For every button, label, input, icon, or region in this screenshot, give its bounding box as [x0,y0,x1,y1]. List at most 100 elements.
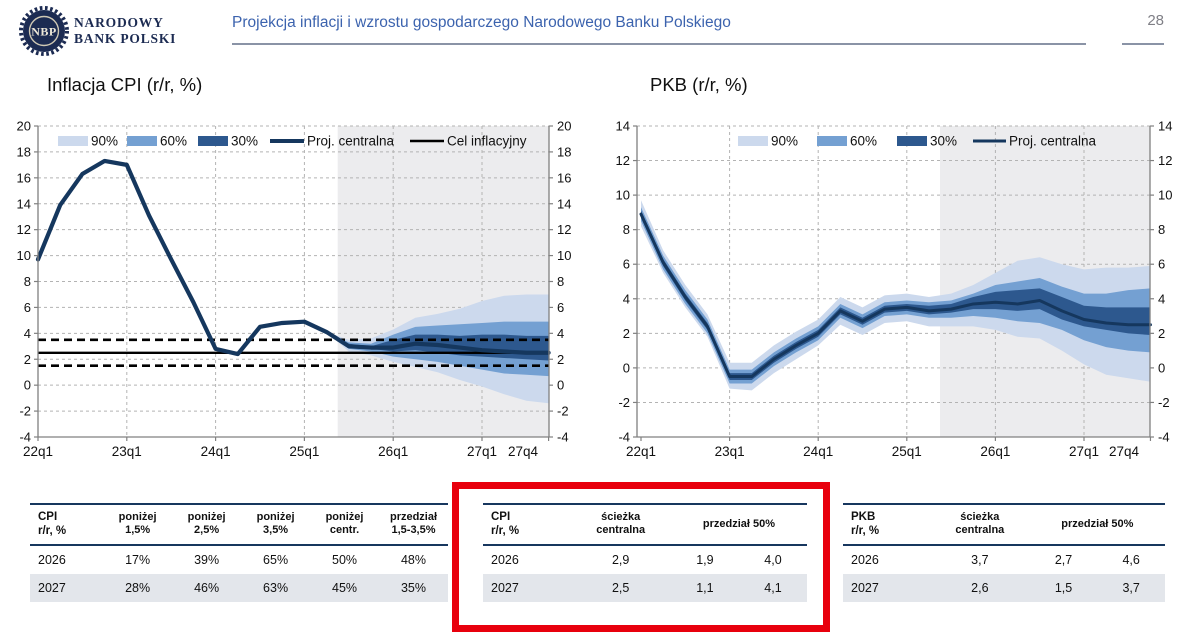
legend-swatch [897,136,927,146]
svg-text:-4: -4 [618,430,630,445]
svg-text:25q1: 25q1 [289,444,319,459]
svg-text:-4: -4 [557,430,569,445]
svg-text:2: 2 [1158,326,1165,341]
row-year: 2026 [38,552,66,567]
svg-text:27q1: 27q1 [467,444,497,459]
table-row: 2027 28% 46% 63% 45% 35% [30,573,448,602]
svg-text:24q1: 24q1 [201,444,231,459]
value-cell: 45% [332,580,358,595]
svg-text:4: 4 [1158,291,1165,306]
svg-text:22q1: 22q1 [23,444,53,459]
highlight-box [452,482,830,632]
legend-label: 90% [771,134,798,149]
inflation-target-lines [38,338,549,368]
svg-text:10: 10 [557,248,571,263]
svg-text:27q4: 27q4 [1109,444,1140,459]
pkb-chart-title: PKB (r/r, %) [650,74,748,95]
legend-label: Cel inflacyjny [447,134,527,149]
legend-label: 30% [930,134,957,149]
svg-text:8: 8 [1158,222,1165,237]
cpi-fan-chart: -4 -4 -2 -2 0 0 2 2 4 4 6 6 8 8 10 10 12 12 14 14 16 16 18 18 20… [17,119,572,460]
svg-text:0: 0 [1158,360,1165,375]
svg-text:27q1: 27q1 [1069,444,1099,459]
svg-text:-2: -2 [1158,395,1170,410]
value-cell: 39% [194,552,220,567]
legend-swatch [127,136,157,146]
value-cell: 4,6 [1122,552,1140,567]
legend-label: 60% [160,134,187,149]
svg-text:4: 4 [557,326,564,341]
svg-text:18: 18 [17,144,31,159]
svg-text:6: 6 [623,257,630,272]
svg-text:10: 10 [17,248,31,263]
nbp-logo-abbr: NBP [31,25,57,39]
svg-text:20: 20 [557,119,571,134]
column-header: przedział 50% [670,503,807,546]
svg-text:23q1: 23q1 [112,444,142,459]
nbp-logo-emblem: NBP [19,6,69,56]
value-cell: 28% [125,580,151,595]
value-cell: 2,6 [971,580,989,595]
column-header: ścieżka centralna [570,503,671,546]
pkb-fan-chart: -4 -4 -2 -2 0 0 2 2 4 4 6 6 8 8 10 10 12 12 14 14 22q1 23q1 24… [616,119,1173,460]
row-year: 2027 [851,580,879,595]
cpi-chart-title: Inflacja CPI (r/r, %) [47,74,203,95]
value-cell: 1,1 [696,580,714,595]
value-cell: 65% [263,552,289,567]
svg-text:14: 14 [557,196,571,211]
svg-text:14: 14 [616,119,630,134]
row-year: 2027 [491,580,519,595]
table-row: 2027 2,6 1,5 3,7 [843,573,1165,602]
column-header: CPI r/r, % [30,503,104,546]
svg-text:0: 0 [623,360,630,375]
nbp-brand-text: NARODOWY BANK POLSKI [74,15,175,46]
central-projection-line [639,212,1152,379]
legend-swatch [817,136,847,146]
svg-text:6: 6 [557,300,564,315]
svg-text:23q1: 23q1 [715,444,745,459]
value-cell: 50% [332,552,358,567]
svg-text:26q1: 26q1 [378,444,408,459]
legend-label: 90% [91,134,118,149]
value-cell: 48% [400,552,427,567]
legend-label: Proj. centralna [1009,134,1097,149]
svg-text:12: 12 [1158,153,1172,168]
row-year: 2027 [38,580,66,595]
svg-text:0: 0 [557,378,564,393]
legend: 90% 60% 30% Proj. centralna [738,134,1097,149]
legend-swatch [198,136,228,146]
value-cell: 1,5 [1054,580,1073,595]
svg-text:8: 8 [623,222,630,237]
legend-swatch [738,136,768,146]
svg-text:-4: -4 [1158,430,1170,445]
x-axis-labels: 22q1 23q1 24q1 25q1 26q1 27q1 27q4 [626,444,1140,459]
value-cell: 17% [125,552,151,567]
value-cell: 4,1 [764,580,782,595]
legend-swatch [58,136,88,146]
svg-text:0: 0 [24,378,31,393]
svg-text:12: 12 [17,222,31,237]
svg-text:-2: -2 [19,404,31,419]
legend-label: 60% [850,134,877,149]
svg-text:18: 18 [557,144,571,159]
column-header: poniżej 1,5% [103,503,173,546]
value-cell: 4,0 [764,552,782,567]
svg-text:-2: -2 [618,395,630,410]
pkb-central-path-table: PKB r/r, % ścieżka centralna przedział 50% 20… [843,503,1165,602]
svg-text:10: 10 [1158,188,1172,203]
svg-text:2: 2 [24,352,31,367]
row-year: 2026 [851,552,879,567]
svg-text:12: 12 [616,153,630,168]
fan-band-30 [641,210,1151,380]
value-cell: 3,7 [971,552,989,567]
page-number-rule [1122,43,1164,45]
legend: 90% 60% 30% Proj. centralna Cel inflacyjny [58,134,527,149]
svg-text:20: 20 [17,119,31,134]
svg-text:22q1: 22q1 [626,444,656,459]
value-cell: 2,9 [611,552,630,567]
brand-line-1: NARODOWY [74,15,164,30]
column-header: przedział 1,5-3,5% [379,503,448,546]
svg-text:6: 6 [24,300,31,315]
svg-text:-2: -2 [557,404,569,419]
